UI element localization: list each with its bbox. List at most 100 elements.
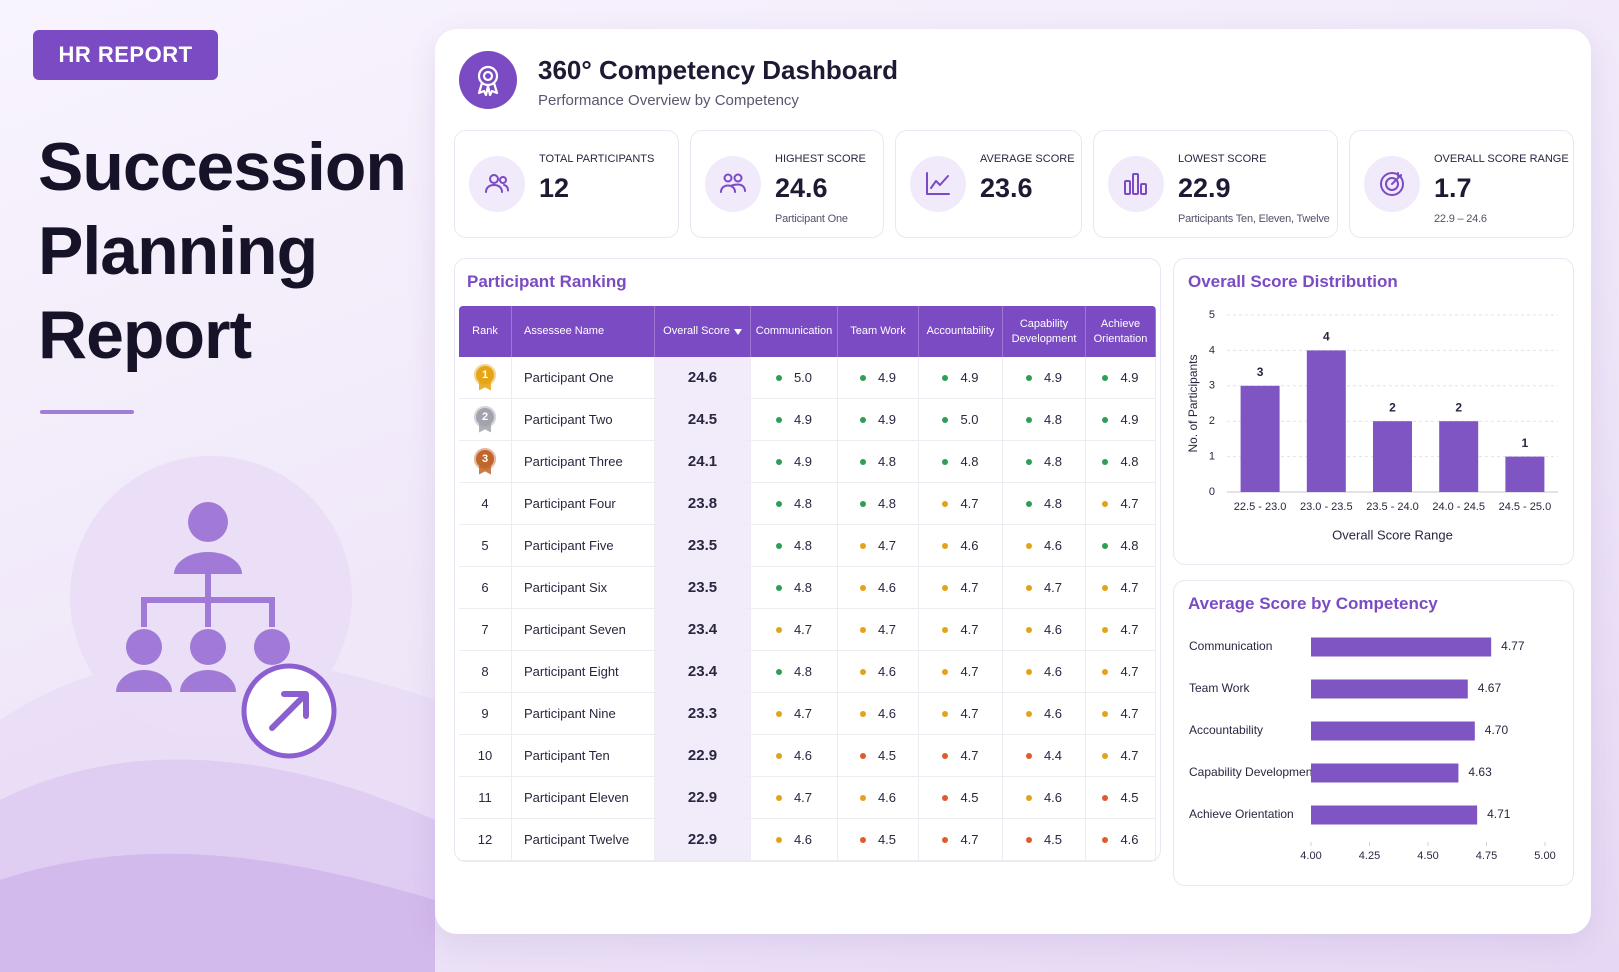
column-title: Communication — [755, 325, 833, 337]
table-row: 8 Participant Eight 23.4 4.8 4.6 4.7 4.6 4.7 — [459, 651, 1156, 693]
rank-cell: 3 — [459, 441, 512, 482]
status-dot — [1102, 752, 1109, 759]
score-cell: 4.9 — [1003, 357, 1086, 398]
icon-part — [205, 597, 211, 627]
score: 4.8 — [793, 580, 813, 595]
icon-part — [720, 173, 746, 193]
status-dot — [942, 794, 949, 801]
column-title: Overall Score — [663, 325, 730, 337]
kpi-label: AVERAGE SCORE — [980, 153, 1075, 165]
score-cell: 4.8 — [838, 441, 919, 482]
score: 4.7 — [877, 622, 897, 637]
overall-cell: 23.3 — [655, 693, 751, 734]
score-cell: 4.5 — [838, 819, 919, 860]
assessee-name: Participant Eight — [524, 664, 619, 679]
status-dot — [1025, 416, 1032, 423]
score: 4.8 — [1043, 496, 1063, 511]
column-title: Team Work — [850, 325, 906, 337]
status-dot — [942, 668, 949, 675]
table-row: 3 Participant Three 24.1 4.9 4.8 4.8 4.8 4.8 — [459, 441, 1156, 483]
score: 4.6 — [793, 748, 813, 763]
overall-cell: 23.5 — [655, 567, 751, 608]
kpi-card: OVERALL SCORE RANGE 1.7 22.9 – 24.6 — [1349, 130, 1574, 238]
score-cell: 4.7 — [919, 819, 1003, 860]
status-dot — [1025, 794, 1032, 801]
score-cell: 4.6 — [1003, 693, 1086, 734]
score-cell: 4.8 — [1003, 399, 1086, 440]
score: 4.8 — [1043, 454, 1063, 469]
status-dot — [1102, 584, 1109, 591]
medal-ribbon — [479, 423, 491, 433]
score: 4.4 — [1043, 748, 1063, 763]
score: 4.7 — [960, 622, 979, 637]
score: 4.9 — [1120, 412, 1139, 427]
assessee-name: Participant Four — [524, 496, 616, 511]
table-row: 2 Participant Two 24.5 4.9 4.9 5.0 4.8 4.9 — [459, 399, 1156, 441]
status-dot — [942, 836, 949, 843]
hero-title: Succession — [38, 129, 407, 205]
overall-score: 23.4 — [687, 663, 718, 680]
dashboard-subtitle: Performance Overview by Competency — [538, 92, 799, 109]
score: 4.8 — [877, 496, 897, 511]
icon-part — [733, 173, 743, 183]
icon-part — [174, 552, 242, 574]
score-cell: 4.7 — [838, 525, 919, 566]
icon-part — [205, 572, 211, 600]
status-dot — [859, 836, 866, 843]
status-dot — [775, 710, 782, 717]
assessee-name: Participant Twelve — [524, 832, 630, 847]
status-dot — [1102, 458, 1109, 465]
score: 4.7 — [1120, 496, 1139, 511]
icon-part — [1385, 177, 1399, 191]
name-cell: Participant Eight — [512, 651, 655, 692]
rank-cell: 10 — [459, 735, 512, 776]
overall-cell: 24.1 — [655, 441, 751, 482]
score: 4.6 — [1043, 706, 1063, 721]
kpi-note: Participants Ten, Eleven, Twelve — [1178, 213, 1330, 225]
status-dot — [1025, 668, 1032, 675]
overall-score: 23.3 — [687, 705, 718, 722]
icon-part — [190, 629, 226, 665]
icon-part — [1124, 180, 1131, 195]
score-cell: 4.6 — [838, 693, 919, 734]
chart-title: Average Score by Competency — [1188, 594, 1438, 613]
score: 4.7 — [960, 748, 979, 763]
score-cell: 4.8 — [751, 567, 838, 608]
medal-rank: 1 — [481, 368, 489, 381]
kpi-icon — [910, 156, 966, 212]
overall-score: 22.9 — [687, 789, 718, 806]
hero-illustration — [0, 456, 435, 972]
arrow-icon — [269, 691, 309, 731]
kpi-value: 23.6 — [980, 173, 1033, 203]
table-row: 12 Participant Twelve 22.9 4.6 4.5 4.7 4.5 4.6 — [459, 819, 1156, 861]
status-dot — [942, 626, 949, 633]
overall-cell: 23.8 — [655, 483, 751, 524]
score: 4.9 — [793, 454, 813, 469]
icon-part — [720, 183, 746, 193]
divider — [40, 410, 134, 414]
score-cell: 4.9 — [919, 357, 1003, 398]
rank-cell: 9 — [459, 693, 512, 734]
competency-panel — [1173, 580, 1574, 886]
score-cell: 4.8 — [751, 525, 838, 566]
status-dot — [859, 752, 866, 759]
assessee-name: Participant Ten — [524, 748, 610, 763]
icon-part — [503, 184, 509, 192]
distribution-panel — [1173, 258, 1574, 565]
name-cell: Participant Ten — [512, 735, 655, 776]
score-cell: 4.6 — [838, 567, 919, 608]
icon-part — [269, 597, 275, 627]
score: 4.6 — [877, 706, 897, 721]
score-cell: 4.7 — [1086, 609, 1156, 650]
overall-cell: 23.4 — [655, 609, 751, 650]
score-cell: 4.7 — [751, 693, 838, 734]
status-dot — [775, 416, 782, 423]
score: 4.7 — [960, 706, 979, 721]
status-dot — [775, 626, 782, 633]
score-cell: 4.6 — [1003, 609, 1086, 650]
status-dot — [942, 458, 949, 465]
score-cell: 4.8 — [751, 651, 838, 692]
score-cell: 4.6 — [751, 819, 838, 860]
icon-part — [926, 172, 950, 195]
score-cell: 4.5 — [838, 735, 919, 776]
